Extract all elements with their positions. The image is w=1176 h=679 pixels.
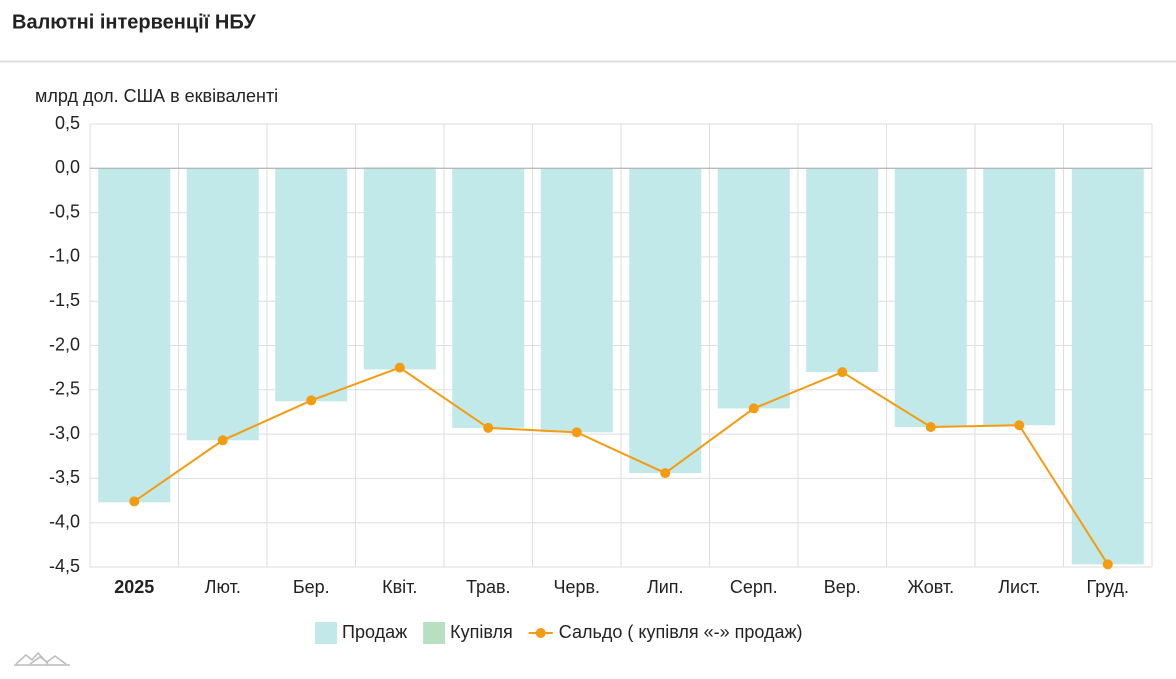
y-tick-label: 0,5: [55, 113, 80, 133]
line-point: [748, 403, 759, 414]
legend-swatch: [315, 622, 337, 644]
y-tick-label: -4,0: [49, 511, 80, 531]
x-tick-label: Черв.: [553, 577, 600, 597]
line-point: [1014, 420, 1025, 431]
y-tick-label: -2,5: [49, 379, 80, 399]
line-point: [394, 362, 405, 373]
y-axis-label: млрд дол. США в еквіваленті: [35, 86, 278, 106]
y-tick-label: -1,5: [49, 290, 80, 310]
bar: [806, 168, 879, 373]
y-tick-label: -3,0: [49, 423, 80, 443]
line-point: [217, 435, 228, 446]
y-tick-label: 0,0: [55, 157, 80, 177]
line-point: [483, 422, 494, 433]
bar: [452, 168, 525, 428]
line-point: [660, 468, 671, 479]
x-tick-label: Лют.: [205, 577, 241, 597]
y-tick-label: -2,0: [49, 334, 80, 354]
logo: [14, 651, 70, 666]
bar: [629, 168, 702, 474]
bar: [98, 168, 171, 503]
y-tick-label: -3,5: [49, 467, 80, 487]
bar: [1071, 168, 1144, 565]
line-point: [571, 427, 582, 438]
x-tick-label: Бер.: [293, 577, 330, 597]
x-tick-label: Жовт.: [907, 577, 954, 597]
x-tick-label: Вер.: [824, 577, 861, 597]
x-tick-label: 2025: [114, 577, 154, 597]
bar: [540, 168, 613, 433]
legend-label[interactable]: Сальдо ( купівля «-» продаж): [559, 622, 803, 642]
bar: [363, 168, 436, 370]
x-tick-label: Груд.: [1087, 577, 1129, 597]
line: [133, 366, 1109, 565]
grid: [89, 123, 1153, 568]
x-tick-label: Лист.: [998, 577, 1040, 597]
bar: [983, 168, 1056, 426]
legend-label[interactable]: Продаж: [342, 622, 407, 642]
y-tick-label: -4,5: [49, 556, 80, 576]
x-tick-label: Трав.: [466, 577, 511, 597]
bar: [717, 168, 790, 409]
legend-swatch-point: [535, 628, 546, 638]
legend-label[interactable]: Купівля: [450, 622, 513, 642]
bar: [894, 168, 967, 428]
y-tick-label: -1,0: [49, 246, 80, 266]
line-point: [837, 367, 848, 378]
legend-swatch: [423, 622, 446, 644]
chart-title: Валютні інтервенції НБУ: [12, 11, 256, 33]
x-tick-label: Лип.: [647, 577, 684, 597]
bar: [186, 168, 259, 441]
y-tick-label: -0,5: [49, 201, 80, 221]
line-point: [306, 395, 317, 406]
x-tick-label: Квіт.: [382, 577, 417, 597]
line-point: [925, 422, 936, 433]
x-tick-label: Серп.: [730, 577, 778, 597]
line-point: [129, 496, 140, 507]
line-point: [1102, 559, 1113, 570]
bar: [275, 168, 348, 402]
